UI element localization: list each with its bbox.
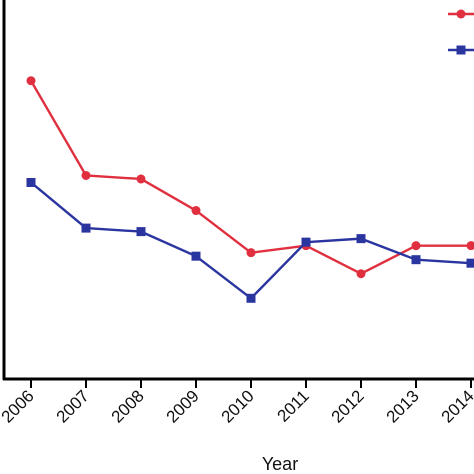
data-point [466, 241, 474, 251]
x-tick-label: 2008 [108, 386, 148, 426]
data-point [81, 170, 91, 180]
data-point [136, 174, 146, 184]
series-layer [26, 76, 474, 303]
data-point [191, 251, 201, 261]
series-2 [26, 177, 474, 303]
data-point [246, 293, 256, 303]
x-tick-label: 2010 [218, 386, 258, 426]
data-point [301, 237, 311, 247]
data-point [356, 234, 366, 244]
data-point [411, 255, 421, 265]
legend [448, 9, 474, 55]
legend-entry-1 [448, 9, 474, 19]
x-tick-label: 2012 [328, 386, 368, 426]
data-point [26, 177, 36, 187]
x-tick-marks [30, 379, 472, 388]
data-point [466, 258, 474, 268]
x-tick-labels: 2006 2007 2008 2009 2010 2011 2012 2013 2014 [0, 386, 474, 426]
legend-marker [456, 9, 466, 19]
data-point [81, 223, 91, 233]
x-tick-label: 2013 [383, 386, 423, 426]
data-point [191, 206, 201, 216]
data-point [356, 269, 366, 279]
series-1 [26, 76, 474, 279]
data-point [246, 248, 256, 258]
x-tick-label: 2009 [163, 386, 203, 426]
chart-axes [2, 0, 474, 381]
x-axis-title: Year [262, 454, 298, 474]
data-point [136, 227, 146, 237]
series-line [30, 181, 472, 300]
x-tick-label: 2011 [274, 386, 313, 425]
x-tick-label: 2007 [53, 386, 93, 426]
data-point [411, 241, 421, 251]
legend-entry-2 [448, 45, 474, 55]
series-line [29, 80, 471, 275]
x-tick-label: 2006 [0, 386, 38, 426]
data-point [26, 76, 36, 86]
legend-marker [456, 45, 466, 55]
x-tick-label: 2014 [438, 386, 474, 426]
